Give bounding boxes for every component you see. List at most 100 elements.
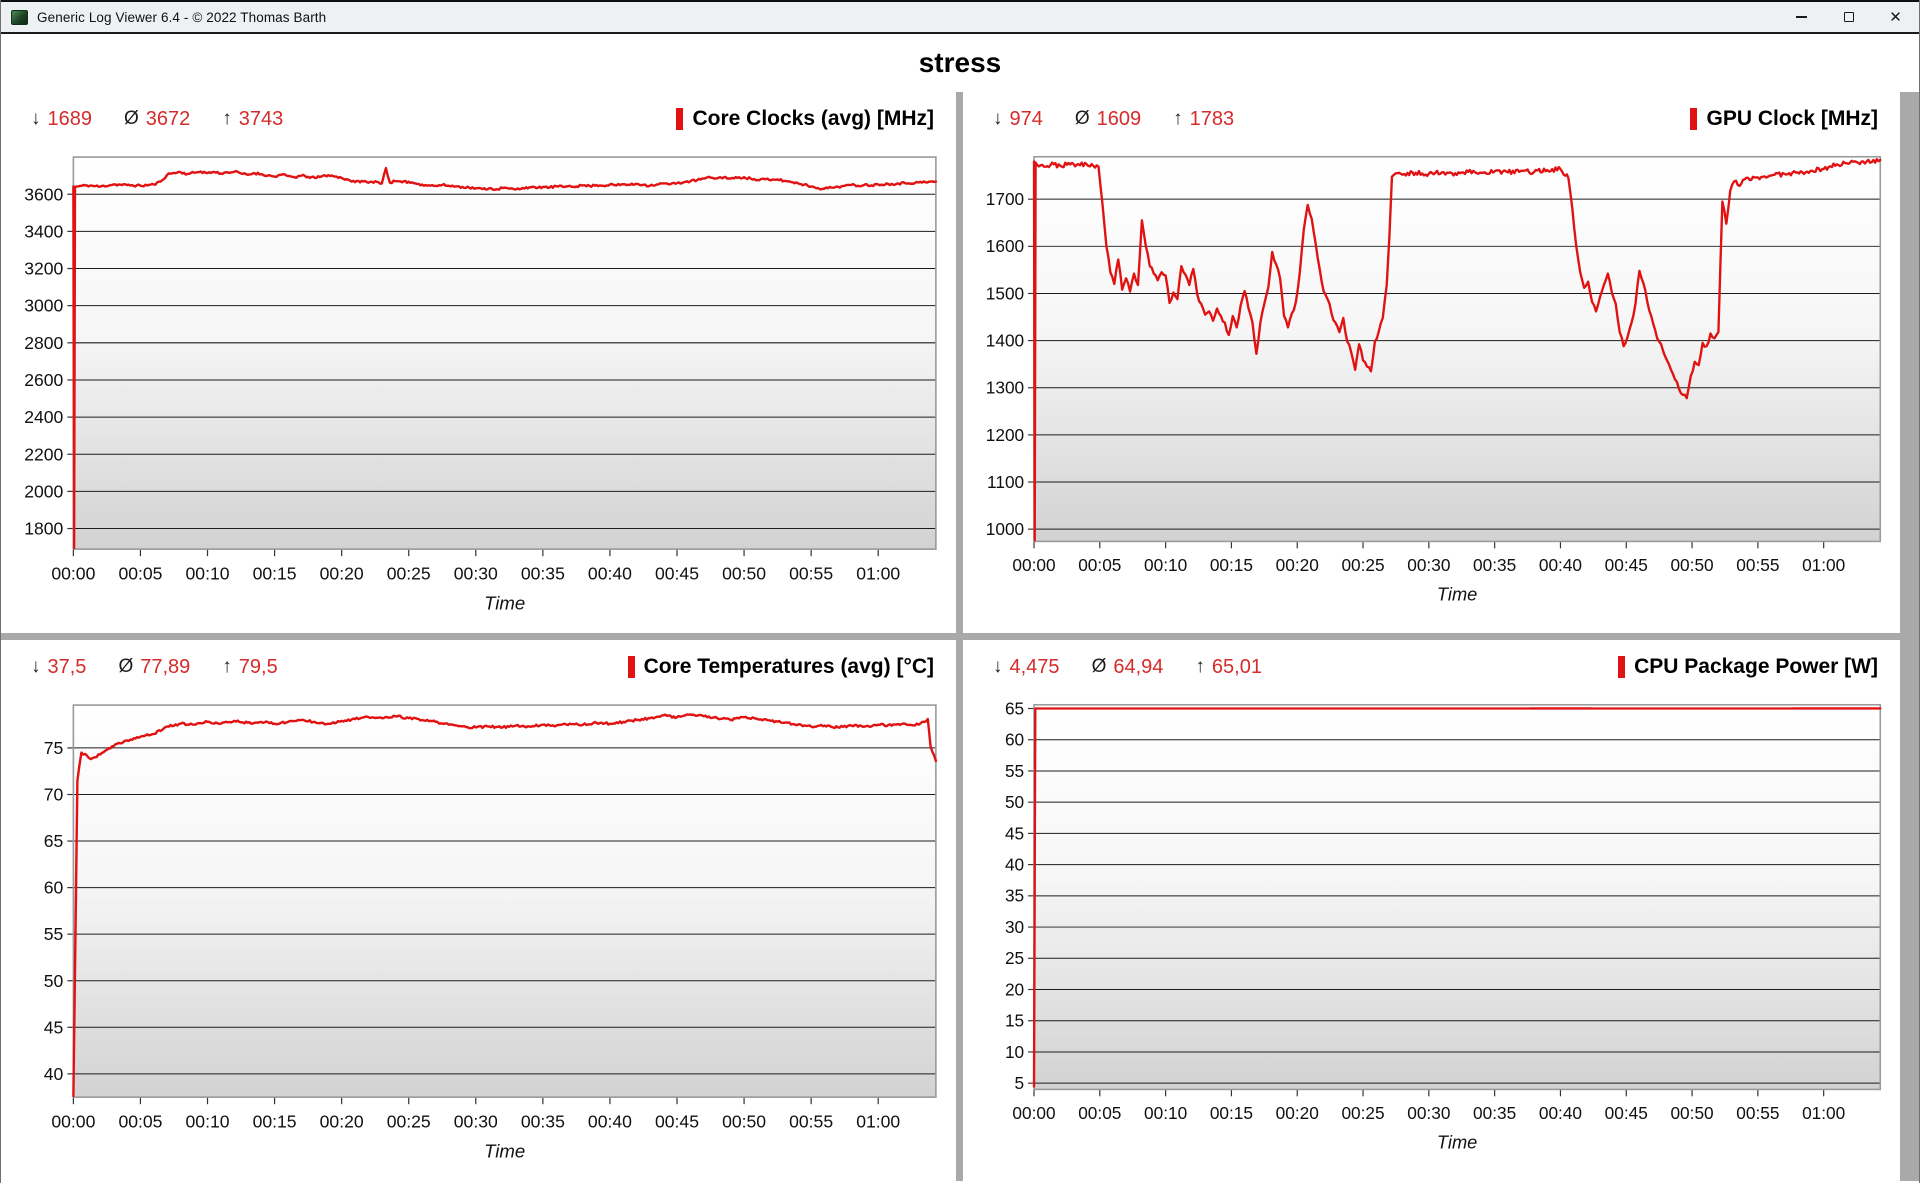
y-tick-label: 40 xyxy=(1005,855,1024,875)
max-arrow-icon: ↑ xyxy=(222,656,232,677)
x-tick-label: 00:00 xyxy=(1012,555,1055,575)
maximize-icon xyxy=(1843,12,1854,22)
y-tick-label: 2400 xyxy=(24,407,63,427)
x-tick-label: 00:25 xyxy=(1341,1103,1384,1123)
y-tick-label: 70 xyxy=(44,785,64,805)
chart-title: Core Temperatures (avg) [°C] xyxy=(643,655,934,678)
x-tick-label: 00:45 xyxy=(1605,1103,1648,1123)
y-tick-label: 1500 xyxy=(986,283,1024,303)
panel-head: ↓ 37,5 Ø 77,89 ↑ 79,5 Core Temperatures (av… xyxy=(1,647,956,687)
series-line xyxy=(72,713,938,1098)
min-arrow-icon: ↓ xyxy=(993,656,1003,677)
x-tick-label: 00:05 xyxy=(1078,555,1121,575)
y-tick-label: 50 xyxy=(44,971,64,991)
x-tick-label: 00:30 xyxy=(1407,1103,1450,1123)
chart-canvas: 3600 3400 3200 3000 2800 2600 2400 2200 2000 1800… xyxy=(24,156,938,613)
plot-area xyxy=(73,157,936,550)
x-axis-title: Time xyxy=(484,592,525,613)
close-button[interactable]: ✕ xyxy=(1889,9,1902,26)
y-tick-label: 40 xyxy=(44,1064,64,1084)
y-tick-label: 3600 xyxy=(24,184,63,204)
x-tick-label: 00:30 xyxy=(454,563,498,583)
avg-stat: Ø 64,94 xyxy=(1091,655,1164,678)
y-tick-label: 75 xyxy=(44,738,64,758)
min-arrow-icon: ↓ xyxy=(993,108,1003,129)
y-tick-label: 50 xyxy=(1005,792,1024,812)
min-stat: ↓ 1689 xyxy=(31,107,92,130)
y-tick-label: 2200 xyxy=(24,444,63,464)
x-tick-label: 00:50 xyxy=(1670,555,1713,575)
max-stat: ↑ 79,5 xyxy=(222,655,278,678)
x-tick-label: 00:25 xyxy=(387,563,431,583)
y-tick-label: 65 xyxy=(44,831,64,851)
x-tick-label: 00:50 xyxy=(722,1111,766,1131)
chart-panel-core-clocks: ↓ 1689 Ø 3672 ↑ 3743 Core Clocks (avg) [MHz… xyxy=(1,92,956,633)
x-tick-label: 00:00 xyxy=(51,563,95,583)
y-tick-label: 1200 xyxy=(986,425,1024,445)
y-tick-label: 1100 xyxy=(987,472,1024,492)
x-tick-label: 00:50 xyxy=(1670,1103,1713,1123)
x-tick-label: 00:40 xyxy=(588,1111,632,1131)
y-tick-label: 1600 xyxy=(986,236,1024,256)
x-tick-label: 00:55 xyxy=(1736,555,1779,575)
max-stat: ↑ 3743 xyxy=(222,107,284,130)
x-tick-label: 00:25 xyxy=(1341,555,1384,575)
panel-head: ↓ 4,475 Ø 64,94 ↑ 65,01 CPU Package Power [… xyxy=(963,647,1900,687)
x-tick-label: 00:40 xyxy=(588,563,632,583)
x-tick-label: 00:05 xyxy=(1078,1103,1121,1123)
y-tick-label: 3200 xyxy=(24,259,63,279)
x-tick-label: 01:00 xyxy=(856,563,900,583)
avg-stat: Ø 1609 xyxy=(1074,107,1142,130)
x-tick-label: 00:25 xyxy=(387,1111,431,1131)
y-tick-label: 3400 xyxy=(24,221,63,241)
x-tick-label: 00:10 xyxy=(186,563,230,583)
x-axis: 00:00 00:05 00:10 00:15 00:20 00:25 00:30 00:35… xyxy=(51,1097,900,1161)
legend: Core Clocks (avg) [MHz] xyxy=(676,107,934,131)
min-stat: ↓ 974 xyxy=(993,107,1043,130)
series-line xyxy=(1032,707,1882,1088)
x-axis: 00:00 00:05 00:10 00:15 00:20 00:25 00:30 00:35… xyxy=(51,549,900,613)
plot-area xyxy=(1034,156,1881,542)
max-stat: ↑ 65,01 xyxy=(1195,655,1262,678)
max-stat: ↑ 1783 xyxy=(1173,107,1235,130)
x-tick-label: 00:45 xyxy=(1605,555,1648,575)
y-tick-label: 45 xyxy=(1005,823,1024,843)
panel-head: ↓ 974 Ø 1609 ↑ 1783 GPU Clock [MHz] xyxy=(963,99,1900,139)
page-header: stress xyxy=(1,34,1919,92)
x-tick-label: 00:45 xyxy=(655,1111,699,1131)
x-tick-label: 00:55 xyxy=(1736,1103,1779,1123)
minimize-button[interactable] xyxy=(1778,2,1825,32)
maximize-button[interactable] xyxy=(1825,2,1872,32)
min-arrow-icon: ↓ xyxy=(31,656,41,677)
y-tick-label: 1700 xyxy=(986,189,1024,209)
x-tick-label: 00:45 xyxy=(655,563,699,583)
window-controls: ✕ xyxy=(1778,2,1919,32)
x-tick-label: 00:35 xyxy=(521,563,565,583)
y-tick-label: 25 xyxy=(1005,948,1024,968)
series-line xyxy=(72,166,938,550)
avg-icon: Ø xyxy=(1091,656,1107,677)
y-tick-label: 10 xyxy=(1005,1042,1024,1062)
max-arrow-icon: ↑ xyxy=(1195,656,1205,677)
chart-title: Core Clocks (avg) [MHz] xyxy=(692,107,934,130)
x-tick-label: 00:35 xyxy=(1473,555,1516,575)
plot-area xyxy=(1034,704,1881,1090)
y-tick-label: 1000 xyxy=(986,519,1024,539)
x-tick-label: 00:00 xyxy=(1012,1103,1055,1123)
y-tick-label: 55 xyxy=(1005,761,1024,781)
y-tick-label: 1300 xyxy=(986,378,1024,398)
x-tick-label: 00:30 xyxy=(454,1111,498,1131)
avg-icon: Ø xyxy=(1074,108,1090,129)
x-tick-label: 01:00 xyxy=(856,1111,900,1131)
x-tick-label: 00:00 xyxy=(51,1111,95,1131)
min-stat: ↓ 4,475 xyxy=(993,655,1060,678)
page-title: stress xyxy=(918,47,1002,78)
x-axis: 00:00 00:05 00:10 00:15 00:20 00:25 00:30 00:35… xyxy=(1012,1089,1845,1153)
max-arrow-icon: ↑ xyxy=(222,108,232,129)
stats-row: ↓ 4,475 Ø 64,94 ↑ 65,01 xyxy=(993,656,1262,679)
y-tick-label: 60 xyxy=(1005,730,1024,750)
y-tick-label: 30 xyxy=(1005,917,1024,937)
minimize-icon xyxy=(1796,16,1807,18)
chart-panel-gpu-clock: ↓ 974 Ø 1609 ↑ 1783 GPU Clock [MHz] 1700 160… xyxy=(963,92,1900,633)
legend-marker xyxy=(1690,108,1698,130)
